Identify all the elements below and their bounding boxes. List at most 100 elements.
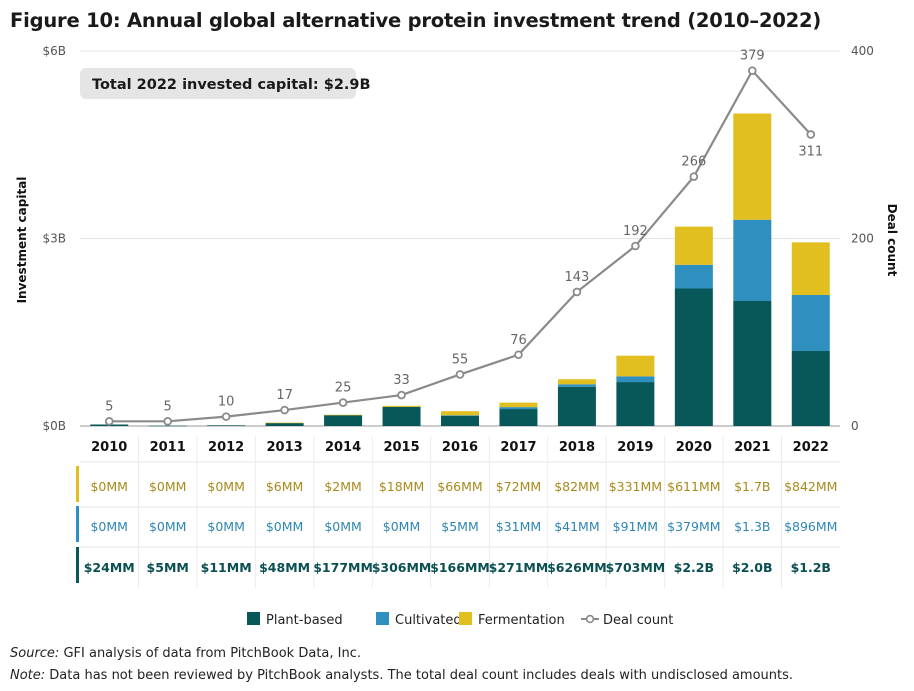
- bar-fermentation: [441, 411, 479, 416]
- legend-swatch: [376, 612, 389, 625]
- y-tick-label: $0B: [42, 419, 66, 433]
- table-value-fermentation: $0MM: [90, 479, 127, 494]
- legend-swatch: [459, 612, 472, 625]
- bar-fermentation: [499, 402, 538, 408]
- bar-fermentation: [733, 113, 772, 220]
- bar-plant-based: [382, 406, 421, 426]
- deal-count-point: [397, 390, 406, 400]
- table-value-plant-based: $1.2B: [791, 560, 831, 575]
- table-value-fermentation: $72MM: [496, 479, 541, 494]
- deal-count-label: 192: [623, 224, 648, 239]
- source-text: GFI analysis of data from PitchBook Data…: [59, 646, 362, 661]
- y-axis-title: Investment capital: [15, 177, 29, 304]
- bar-cultivated: [499, 407, 538, 410]
- deal-count-point: [104, 417, 114, 426]
- table-value-fermentation: $0MM: [207, 479, 244, 494]
- y-tick-label: $3B: [42, 232, 66, 246]
- bar-plant-based: [674, 288, 713, 426]
- table-value-fermentation: $82MM: [554, 479, 599, 494]
- bar-fermentation: [382, 405, 421, 407]
- bar-cultivated: [791, 295, 830, 351]
- y2-axis-title: Deal count: [885, 204, 899, 277]
- table-value-plant-based: $177MM: [313, 560, 373, 575]
- legend-label: Fermentation: [478, 613, 565, 628]
- chart: $0B $3B $6B 0 200 400 Investment capital Deal c…: [15, 44, 899, 628]
- year-label: 2020: [676, 440, 712, 455]
- deal-count-label: 33: [393, 373, 410, 388]
- total-callout-box: [80, 68, 356, 99]
- table-value-plant-based: $11MM: [201, 560, 252, 575]
- deal-count-label: 76: [510, 333, 527, 348]
- table-value-plant-based: $306MM: [372, 560, 432, 575]
- note-text: Data has not been reviewed by PitchBook …: [45, 668, 794, 683]
- table-value-fermentation: $6MM: [266, 479, 303, 494]
- table-value-cultivated: $0MM: [383, 519, 420, 534]
- deal-count-point: [163, 417, 172, 426]
- table-value-plant-based: $2.0B: [732, 560, 772, 575]
- note-label: Note:: [10, 668, 46, 683]
- table-value-plant-based: $271MM: [489, 560, 549, 575]
- bar-cultivated: [616, 376, 655, 383]
- table-value-fermentation: $0MM: [149, 479, 186, 494]
- table-value-cultivated: $31MM: [496, 519, 541, 534]
- deal-count-point: [338, 398, 348, 407]
- total-callout-text: Total 2022 invested capital: $2.9B: [92, 77, 371, 93]
- bar-plant-based: [733, 301, 772, 426]
- bar-fermentation: [791, 242, 830, 295]
- deal-count-label: 17: [276, 388, 293, 403]
- y2-tick-label: 0: [851, 419, 859, 433]
- table-value-fermentation: $2MM: [324, 479, 361, 494]
- table-value-plant-based: $48MM: [259, 560, 310, 575]
- bar-fermentation: [324, 414, 363, 416]
- table-value-cultivated: $0MM: [207, 519, 244, 534]
- year-label: 2019: [617, 440, 653, 455]
- row-marker-plant-based: [76, 547, 79, 583]
- deal-count-label: 5: [164, 399, 172, 414]
- bar-plant-based: [791, 351, 830, 426]
- deal-count-label: 266: [681, 155, 706, 170]
- deal-count-label: 55: [452, 352, 469, 367]
- y2-tick-label: 400: [851, 44, 874, 58]
- year-label: 2016: [442, 440, 478, 455]
- table-value-fermentation: $331MM: [609, 479, 662, 494]
- table-value-cultivated: $0MM: [149, 519, 186, 534]
- year-label: 2018: [559, 440, 595, 455]
- bar-fermentation: [616, 355, 655, 377]
- deal-count-point: [455, 370, 465, 379]
- table-value-cultivated: $41MM: [554, 519, 599, 534]
- bar-cultivated: [733, 219, 772, 301]
- table-value-plant-based: $2.2B: [674, 560, 714, 575]
- year-label: 2011: [150, 440, 186, 455]
- table-value-plant-based: $24MM: [84, 560, 135, 575]
- table-value-fermentation: $842MM: [784, 479, 837, 494]
- table-value-cultivated: $91MM: [613, 519, 658, 534]
- disclaimer-note: Note: Data has not been reviewed by Pitc…: [10, 668, 793, 683]
- deal-count-label: 379: [740, 49, 765, 64]
- year-label: 2014: [325, 440, 361, 455]
- bar-fermentation: [265, 422, 304, 424]
- table-value-cultivated: $0MM: [324, 519, 361, 534]
- table-value-plant-based: $703MM: [606, 560, 666, 575]
- legend-label: Plant-based: [266, 613, 343, 628]
- deal-count-label: 311: [798, 144, 823, 159]
- deal-count-point: [748, 66, 757, 75]
- table-value-plant-based: $5MM: [147, 560, 189, 575]
- year-label: 2022: [793, 440, 829, 455]
- bar-fermentation: [674, 226, 713, 265]
- year-label: 2021: [734, 440, 770, 455]
- source-note: Source: GFI analysis of data from PitchB…: [10, 646, 361, 661]
- table-value-cultivated: $5MM: [441, 519, 478, 534]
- deal-count-point: [221, 412, 231, 421]
- table-value-fermentation: $1.7B: [734, 479, 770, 494]
- table-value-cultivated: $0MM: [266, 519, 303, 534]
- deal-count-label: 25: [335, 381, 352, 396]
- deal-count-point: [514, 350, 523, 360]
- year-label: 2015: [383, 440, 419, 455]
- legend-marker: [585, 614, 595, 624]
- bar-plant-based: [148, 425, 187, 427]
- bar-plant-based: [324, 414, 363, 426]
- table-value-plant-based: $166MM: [430, 560, 490, 575]
- deal-count-point: [280, 405, 289, 415]
- table-value-fermentation: $611MM: [667, 479, 720, 494]
- table-value-cultivated: $379MM: [667, 519, 720, 534]
